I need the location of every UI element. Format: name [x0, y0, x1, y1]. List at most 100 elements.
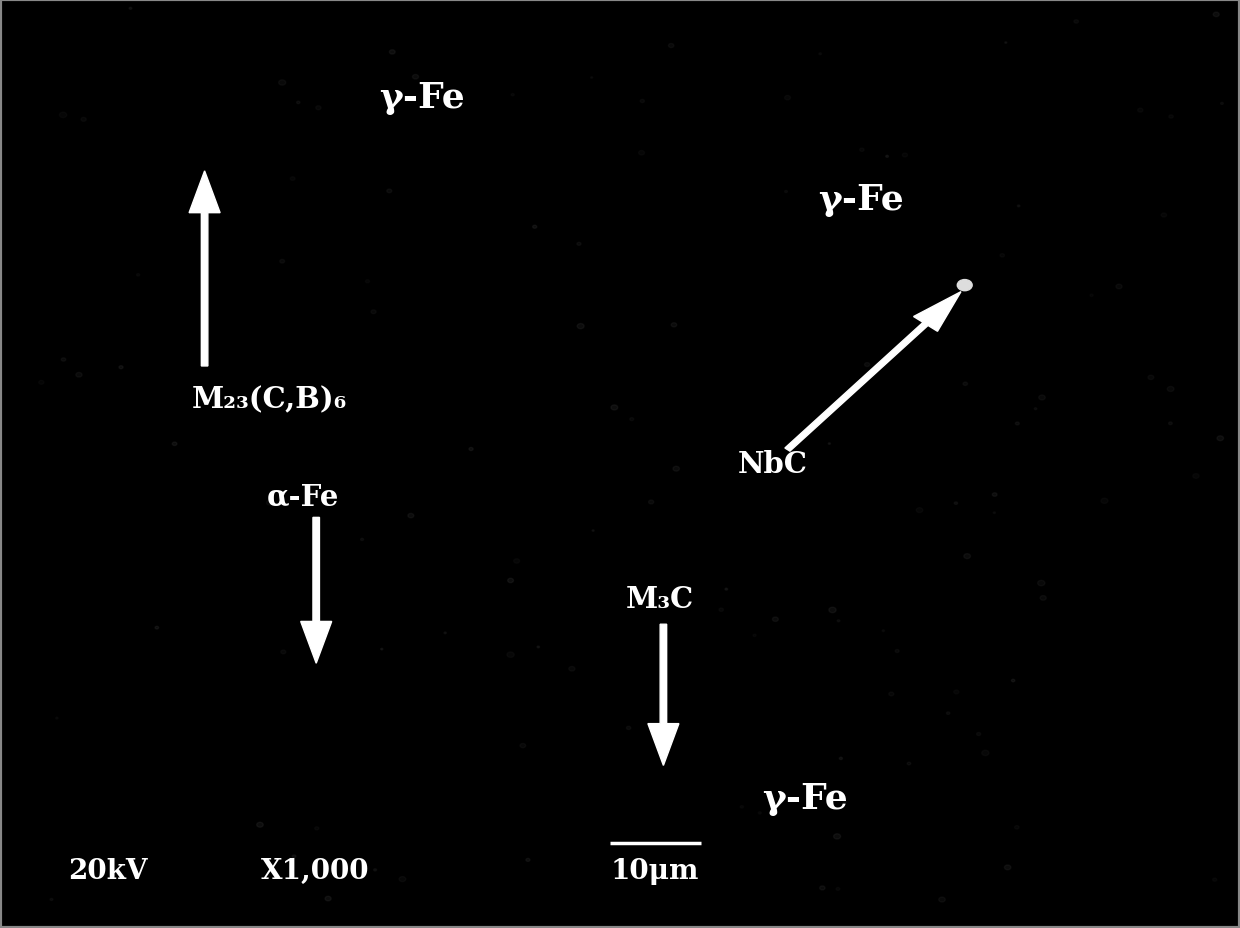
Circle shape: [507, 652, 515, 658]
Circle shape: [963, 554, 971, 559]
Circle shape: [577, 324, 584, 329]
Text: γ-Fe: γ-Fe: [378, 81, 465, 114]
Circle shape: [155, 626, 159, 629]
Circle shape: [908, 763, 910, 765]
Text: M₃C: M₃C: [626, 584, 694, 613]
Circle shape: [1040, 596, 1047, 600]
Circle shape: [279, 81, 285, 86]
Circle shape: [1213, 878, 1216, 882]
Circle shape: [1014, 826, 1019, 829]
Circle shape: [843, 801, 846, 803]
Circle shape: [859, 148, 864, 152]
Circle shape: [939, 897, 945, 902]
Circle shape: [1074, 20, 1079, 24]
Circle shape: [611, 406, 618, 410]
Circle shape: [668, 45, 673, 48]
Circle shape: [773, 617, 779, 622]
Circle shape: [296, 102, 300, 105]
Text: γ-Fe: γ-Fe: [818, 183, 904, 216]
Circle shape: [1034, 408, 1037, 410]
Circle shape: [172, 443, 177, 446]
Circle shape: [630, 419, 634, 421]
Circle shape: [955, 502, 957, 505]
Circle shape: [513, 559, 520, 563]
Circle shape: [373, 869, 377, 871]
Circle shape: [903, 154, 908, 158]
Circle shape: [671, 323, 677, 328]
Circle shape: [444, 632, 446, 634]
Text: 20kV: 20kV: [68, 857, 148, 884]
Circle shape: [1148, 376, 1154, 380]
Circle shape: [408, 514, 414, 518]
Circle shape: [507, 579, 513, 583]
Circle shape: [864, 363, 869, 367]
Circle shape: [1216, 436, 1224, 441]
Circle shape: [280, 651, 285, 654]
Circle shape: [839, 757, 842, 760]
Circle shape: [387, 190, 392, 194]
Circle shape: [1039, 395, 1045, 401]
Circle shape: [38, 381, 43, 385]
Text: γ-Fe: γ-Fe: [763, 781, 848, 815]
FancyArrow shape: [649, 625, 680, 766]
Circle shape: [520, 743, 526, 748]
Circle shape: [785, 191, 787, 193]
FancyArrow shape: [785, 292, 961, 452]
Circle shape: [590, 78, 593, 79]
Circle shape: [992, 494, 997, 496]
Circle shape: [954, 690, 959, 694]
Circle shape: [577, 243, 582, 246]
Circle shape: [982, 751, 990, 755]
Circle shape: [280, 260, 285, 264]
Circle shape: [946, 712, 950, 715]
Circle shape: [366, 280, 370, 284]
Circle shape: [993, 512, 996, 514]
Circle shape: [389, 51, 396, 55]
Circle shape: [626, 727, 631, 729]
Circle shape: [257, 822, 263, 827]
Circle shape: [76, 373, 82, 378]
Circle shape: [371, 311, 376, 315]
Circle shape: [1004, 43, 1007, 45]
Circle shape: [882, 630, 884, 632]
FancyArrow shape: [188, 172, 221, 367]
Circle shape: [719, 609, 723, 612]
Circle shape: [725, 588, 728, 590]
Circle shape: [857, 387, 861, 390]
Circle shape: [1161, 213, 1167, 218]
Circle shape: [315, 827, 319, 830]
Circle shape: [740, 806, 744, 808]
Circle shape: [1038, 581, 1045, 586]
Circle shape: [381, 649, 383, 651]
Circle shape: [399, 877, 405, 882]
Circle shape: [60, 113, 67, 119]
Text: 10μm: 10μm: [610, 857, 698, 884]
Circle shape: [267, 501, 273, 506]
Circle shape: [50, 898, 53, 900]
Circle shape: [526, 858, 529, 861]
Circle shape: [889, 692, 894, 696]
Circle shape: [640, 100, 645, 104]
Text: M₂₃(C,B)₆: M₂₃(C,B)₆: [192, 384, 347, 414]
Circle shape: [533, 226, 537, 229]
Circle shape: [293, 855, 296, 857]
Circle shape: [1220, 103, 1224, 105]
Circle shape: [129, 8, 131, 10]
Circle shape: [836, 887, 839, 890]
Circle shape: [316, 107, 321, 110]
Circle shape: [1167, 387, 1174, 392]
Circle shape: [1137, 109, 1143, 113]
Circle shape: [1016, 422, 1019, 425]
Text: X1,000: X1,000: [260, 857, 370, 884]
Circle shape: [837, 620, 839, 622]
Circle shape: [673, 467, 680, 471]
Circle shape: [1168, 422, 1172, 425]
Circle shape: [977, 733, 981, 736]
Circle shape: [818, 54, 821, 56]
Circle shape: [885, 156, 889, 158]
Text: NbC: NbC: [738, 449, 807, 479]
Circle shape: [1169, 116, 1173, 119]
Circle shape: [916, 509, 923, 513]
Circle shape: [361, 538, 363, 541]
FancyArrow shape: [300, 518, 332, 664]
